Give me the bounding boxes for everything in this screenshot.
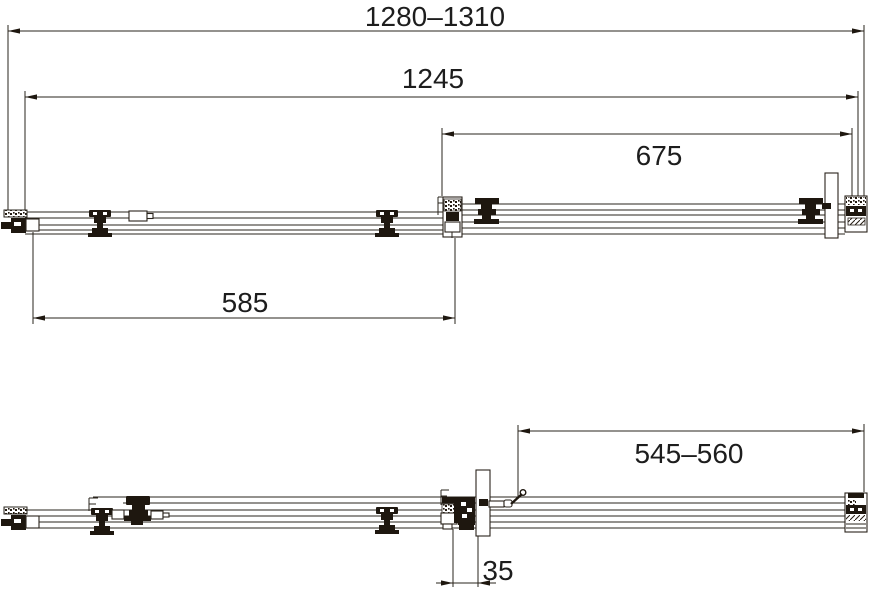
- handle-lever: [488, 489, 527, 508]
- dim-label-fixed-panel-width: 585: [222, 287, 269, 318]
- door-knob-bar: [822, 172, 839, 239]
- bottom-profile-assembly: [1, 469, 868, 537]
- roller-carriage: [88, 210, 112, 237]
- wall-profile-right: [844, 492, 868, 533]
- center-wall-bracket: [440, 489, 460, 530]
- roller-carriage: [375, 507, 399, 534]
- dim-label-overall-width: 1280–1310: [365, 1, 505, 32]
- dimension-door-width: [441, 128, 853, 196]
- connector-block: [111, 509, 125, 520]
- roller-carriage: [88, 497, 114, 535]
- roller-carriage: [474, 198, 499, 224]
- top-view-drawing: 1280–1310 1245 675 585: [1, 1, 868, 324]
- roller-carriage: [375, 210, 399, 237]
- roller-carriage: [124, 496, 151, 525]
- wall-profile-left: [1, 506, 40, 530]
- dim-label-glass-width: 1245: [402, 63, 464, 94]
- dimension-offset: [436, 529, 496, 587]
- wall-profile-left: [1, 209, 40, 233]
- dim-label-opening-width: 545–560: [634, 438, 743, 469]
- top-profile-assembly: [1, 172, 868, 239]
- roller-carriage: [798, 198, 823, 224]
- dim-label-offset: 35: [482, 555, 513, 586]
- dim-label-door-width: 675: [636, 140, 683, 171]
- roller-carriage: [454, 497, 475, 530]
- dimension-glass-width: [24, 91, 859, 211]
- dimension-fixed-panel-width: [32, 232, 456, 324]
- door-knob-bar: [475, 469, 491, 537]
- wall-profile-right: [844, 195, 868, 233]
- connector-block: [128, 210, 154, 222]
- dimension-opening-width: [517, 424, 865, 497]
- dimension-overall-width: [7, 25, 865, 211]
- center-wall-bracket: [437, 196, 463, 238]
- bottom-view-drawing: 545–560 35: [1, 424, 868, 587]
- adjuster-arm: [150, 510, 170, 520]
